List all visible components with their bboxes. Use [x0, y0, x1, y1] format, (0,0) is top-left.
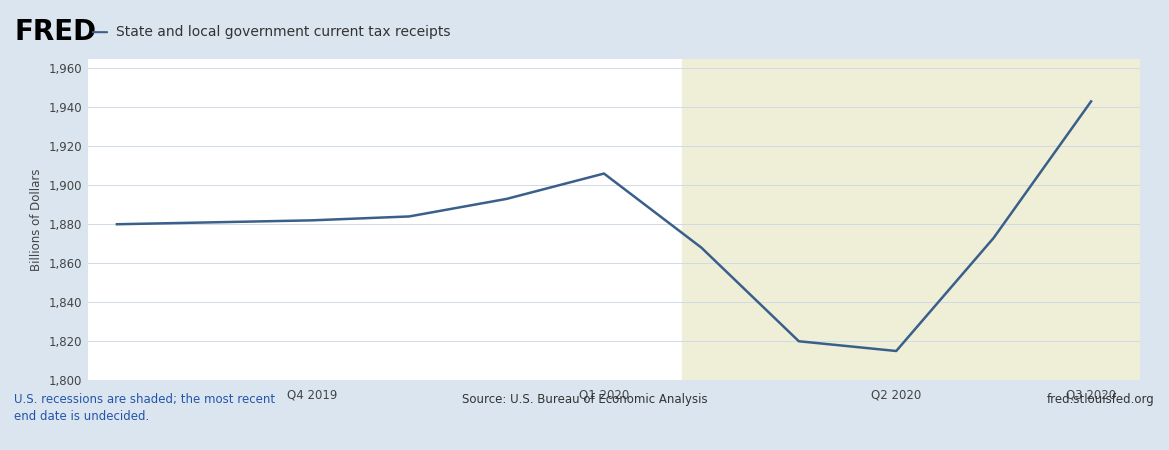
Text: fred.stlouisfed.org: fred.stlouisfed.org [1047, 393, 1155, 406]
Bar [682, 58, 1140, 380]
Text: FRED: FRED [14, 18, 96, 46]
Text: Source: U.S. Bureau of Economic Analysis: Source: U.S. Bureau of Economic Analysis [462, 393, 707, 406]
Text: State and local government current tax receipts: State and local government current tax r… [116, 25, 450, 39]
Text: U.S. recessions are shaded; the most recent
end date is undecided.: U.S. recessions are shaded; the most rec… [14, 393, 275, 423]
Y-axis label: Billions of Dollars: Billions of Dollars [30, 168, 43, 270]
